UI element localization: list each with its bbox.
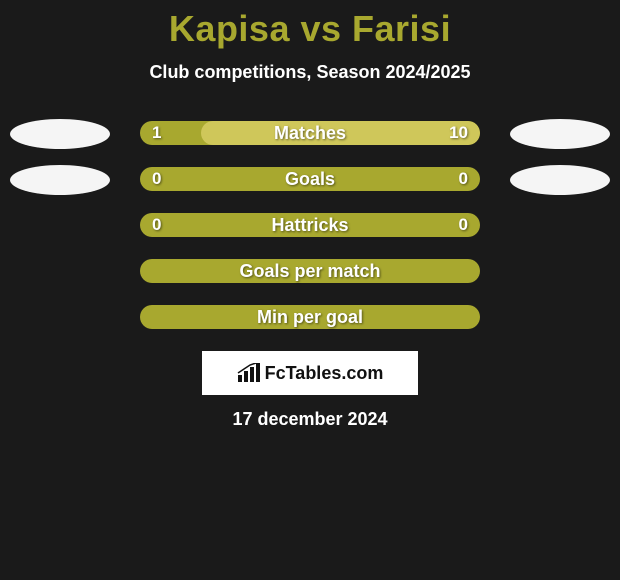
stat-row: Goals per match xyxy=(0,259,620,285)
stat-row: Hattricks00 xyxy=(0,213,620,239)
player-avatar-left xyxy=(10,165,110,195)
subtitle: Club competitions, Season 2024/2025 xyxy=(0,62,620,83)
date-label: 17 december 2024 xyxy=(0,409,620,430)
stat-row: Min per goal xyxy=(0,305,620,331)
stat-row: Matches110 xyxy=(0,121,620,147)
stat-bar-track xyxy=(140,121,480,145)
brand-inner: FcTables.com xyxy=(237,363,384,384)
stat-bar-track xyxy=(140,259,480,283)
player-avatar-right xyxy=(510,165,610,195)
page-title: Kapisa vs Farisi xyxy=(0,8,620,50)
stat-row: Goals00 xyxy=(0,167,620,193)
stat-rows: Matches110 Goals00 Hattricks00 Goals per ma… xyxy=(0,121,620,331)
player-avatar-left xyxy=(10,119,110,149)
brand-text: FcTables.com xyxy=(265,363,384,384)
bar-chart-icon xyxy=(237,363,261,383)
stat-bar-track xyxy=(140,213,480,237)
stat-bar-track xyxy=(140,305,480,329)
player-avatar-right xyxy=(510,119,610,149)
brand-badge[interactable]: FcTables.com xyxy=(202,351,418,395)
stat-bar-fill xyxy=(201,121,480,145)
stat-bar-track xyxy=(140,167,480,191)
comparison-widget: Kapisa vs Farisi Club competitions, Seas… xyxy=(0,0,620,430)
